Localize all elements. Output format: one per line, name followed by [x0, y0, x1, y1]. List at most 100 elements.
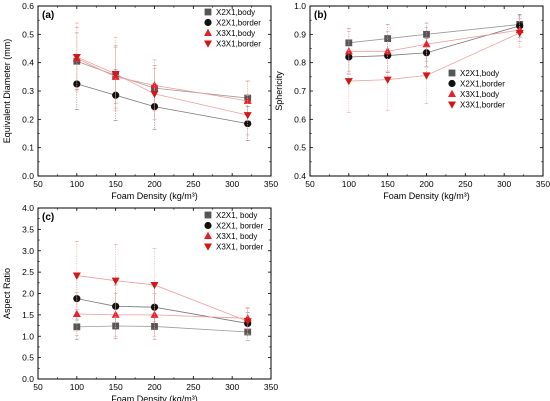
data-point	[150, 81, 159, 89]
data-point	[72, 309, 81, 318]
data-point	[243, 112, 252, 120]
legend-marker	[204, 28, 212, 36]
x-tick-label: 300	[497, 179, 511, 189]
x-axis-label: Foam Density (kg/m³)	[111, 191, 198, 201]
y-tick-label: 0.1	[22, 143, 34, 153]
data-point	[383, 76, 392, 84]
legend-marker	[448, 101, 456, 109]
series-4	[72, 241, 252, 335]
x-tick-label: 250	[186, 382, 200, 392]
data-point	[151, 323, 158, 330]
legend-label: X3X1, body	[216, 232, 257, 241]
chart-panel-3: 50 100 150 200 250 300 350 0.0 0.5 1.0 1.5 2.0 2.5 3.…	[2, 203, 278, 401]
x-tick-label: 100	[342, 179, 356, 189]
series-line	[348, 32, 520, 82]
y-tick-label: 0.5	[294, 143, 306, 153]
x-tick-label: 100	[70, 382, 84, 392]
data-point	[344, 78, 353, 86]
legend-label: X2X1,border	[460, 80, 505, 89]
series-line	[76, 56, 248, 116]
series-2	[73, 276, 252, 335]
series-4	[72, 22, 252, 136]
y-tick-label: 0.2	[22, 114, 34, 124]
legend-label: X2X1, border	[216, 222, 263, 231]
legend-label: X3X1,border	[460, 101, 505, 110]
legend-marker	[204, 221, 212, 230]
legend-label: X3X1,body	[216, 29, 255, 38]
x-tick-label: 350	[536, 179, 550, 189]
x-tick-label: 250	[186, 179, 200, 189]
y-tick-label: 1.0	[294, 1, 306, 11]
series-3	[72, 292, 252, 337]
legend-marker	[204, 211, 212, 219]
data-point	[345, 53, 353, 61]
data-point	[423, 30, 430, 38]
legend-marker	[204, 243, 212, 251]
legend-label: X2X1, body	[216, 211, 257, 220]
series-line	[76, 298, 248, 324]
x-tick-label: 350	[264, 179, 278, 189]
x-axis-label: Foam Density (kg/m³)	[111, 394, 198, 401]
x-tick-label: 200	[419, 179, 433, 189]
y-tick-label: 2.0	[22, 289, 34, 299]
y-tick-label: 0.4	[294, 171, 306, 181]
x-tick-label: 300	[225, 179, 239, 189]
y-tick-label: 4.0	[22, 203, 34, 213]
series-4	[344, 18, 524, 113]
series-2	[345, 14, 524, 75]
data-point	[422, 72, 431, 80]
y-tick-label: 0.6	[22, 1, 34, 11]
series-line	[76, 83, 248, 124]
y-tick-label: 1.0	[22, 331, 34, 341]
data-point	[111, 71, 120, 79]
y-tick-label: 3.5	[22, 224, 34, 234]
legend-marker	[448, 69, 456, 77]
x-tick-label: 200	[147, 179, 161, 189]
x-tick-label: 350	[264, 382, 278, 392]
x-tick-label: 50	[33, 179, 43, 189]
data-point	[111, 277, 120, 285]
panel-label: (c)	[42, 212, 54, 223]
legend-label: X2X1,border	[216, 19, 261, 28]
chart-panel-1: 50 100 150 200 250 300 350 0.0 0.1 0.2 0.3 0.4 0.5 0.…	[2, 1, 278, 201]
y-tick-label: 0.7	[294, 86, 306, 96]
data-point	[72, 272, 81, 280]
series-2	[73, 58, 252, 141]
y-tick-label: 0.0	[22, 374, 34, 384]
legend-label: X3X1,border	[216, 40, 261, 49]
legend-label: X2X1,body	[216, 8, 255, 17]
series-line	[76, 58, 248, 102]
y-tick-label: 0.4	[22, 58, 34, 68]
y-tick-label: 3.0	[22, 246, 34, 256]
y-axis-label: Equivalent Diameter (mm)	[2, 39, 12, 144]
legend-marker	[448, 89, 456, 97]
x-axis-label: Foam Density (kg/m³)	[383, 191, 470, 201]
series-line	[348, 24, 520, 44]
legend-marker	[204, 231, 212, 239]
legend-label: X3X1,body	[460, 90, 499, 99]
y-tick-label: 0.5	[22, 29, 34, 39]
x-tick-label: 150	[381, 179, 395, 189]
legend-label: X3X1, border	[216, 243, 263, 252]
y-tick-label: 0.5	[22, 353, 34, 363]
y-tick-label: 0.0	[22, 171, 34, 181]
legend-marker	[204, 8, 212, 16]
legend-marker	[204, 40, 212, 48]
data-point	[383, 47, 392, 55]
panel-label: (a)	[42, 10, 54, 21]
x-tick-label: 250	[458, 179, 472, 189]
data-point	[515, 29, 524, 38]
data-point	[422, 40, 431, 48]
legend-label: X2X1,body	[460, 69, 499, 78]
y-tick-label: 0.9	[294, 29, 306, 39]
series-line	[76, 313, 248, 319]
series-line	[348, 25, 520, 58]
data-point	[244, 119, 252, 128]
data-point	[150, 281, 159, 290]
x-tick-label: 150	[109, 179, 123, 189]
y-axis-label: Aspect Ratio	[2, 268, 12, 319]
x-tick-label: 150	[109, 382, 123, 392]
legend-marker	[204, 18, 212, 27]
